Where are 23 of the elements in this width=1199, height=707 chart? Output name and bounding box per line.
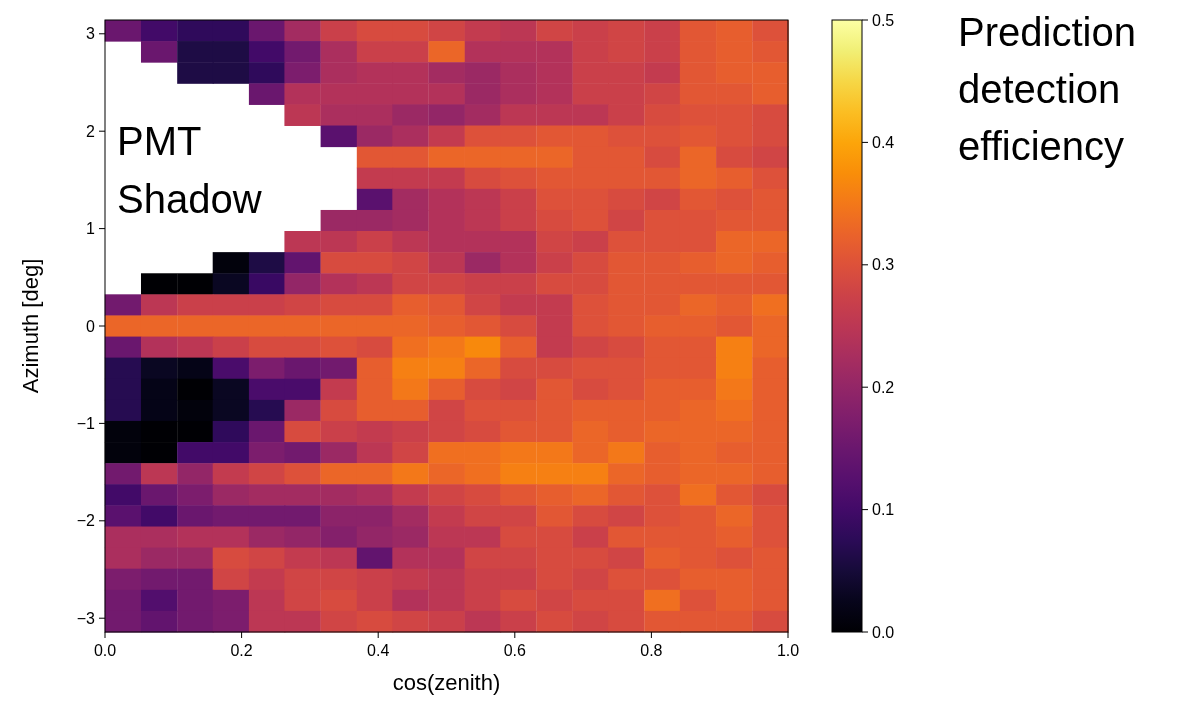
annotation: PMT Shadow [117, 119, 262, 221]
y-tick-label: −1 [76, 415, 96, 432]
color-bar-label: 0.1 [872, 501, 895, 519]
x-tick-label: 0.2 [230, 642, 253, 659]
y-tick-label: 2 [86, 122, 96, 140]
y-tick-label: 1 [86, 220, 96, 238]
x-tick-label: 0.8 [640, 642, 663, 659]
x-tick-label: 1.0 [776, 642, 800, 659]
color-bar-label: 0.5 [872, 11, 895, 29]
x-tick-label: 0.0 [93, 642, 117, 659]
y-tick-label: −3 [76, 609, 96, 627]
y-axis-title: Azimuth [deg] [18, 258, 43, 394]
y-tick-label: 0 [86, 317, 96, 335]
color-bar-label: 0.2 [872, 378, 895, 396]
x-axis-title: cos(zenith) [392, 670, 501, 695]
x-tick-label: 0.6 [503, 642, 527, 659]
x-tick-label: 0.4 [367, 642, 390, 659]
y-tick-label: 3 [86, 25, 96, 43]
color-bar-title: Prediction detection efficiency [958, 10, 1136, 168]
y-tick-label: −2 [76, 512, 96, 530]
color-bar-label: 0.3 [872, 256, 895, 274]
color-bar-label: 0.0 [872, 623, 895, 641]
color-bar-label: 0.4 [872, 134, 895, 151]
